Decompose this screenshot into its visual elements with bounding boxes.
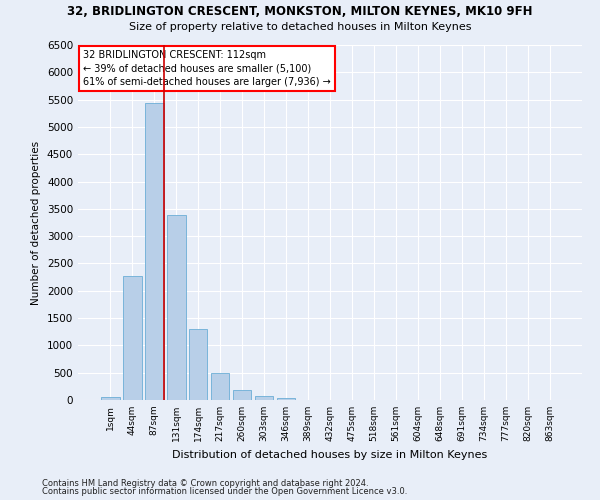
Bar [211,373,229,400]
Text: 32, BRIDLINGTON CRESCENT, MONKSTON, MILTON KEYNES, MK10 9FH: 32, BRIDLINGTON CRESCENT, MONKSTON, MILT… [67,5,533,18]
Bar [145,104,164,400]
Text: Contains public sector information licensed under the Open Government Licence v3: Contains public sector information licen… [42,487,407,496]
Bar [123,276,142,400]
Bar [101,396,119,400]
Bar [189,329,208,400]
Y-axis label: Number of detached properties: Number of detached properties [31,140,41,304]
Text: Contains HM Land Registry data © Crown copyright and database right 2024.: Contains HM Land Registry data © Crown c… [42,478,368,488]
Bar [167,216,185,400]
Bar [277,398,295,400]
Bar [255,396,274,400]
X-axis label: Distribution of detached houses by size in Milton Keynes: Distribution of detached houses by size … [172,450,488,460]
Bar [233,390,251,400]
Text: Size of property relative to detached houses in Milton Keynes: Size of property relative to detached ho… [129,22,471,32]
Text: 32 BRIDLINGTON CRESCENT: 112sqm
← 39% of detached houses are smaller (5,100)
61%: 32 BRIDLINGTON CRESCENT: 112sqm ← 39% of… [83,50,331,86]
